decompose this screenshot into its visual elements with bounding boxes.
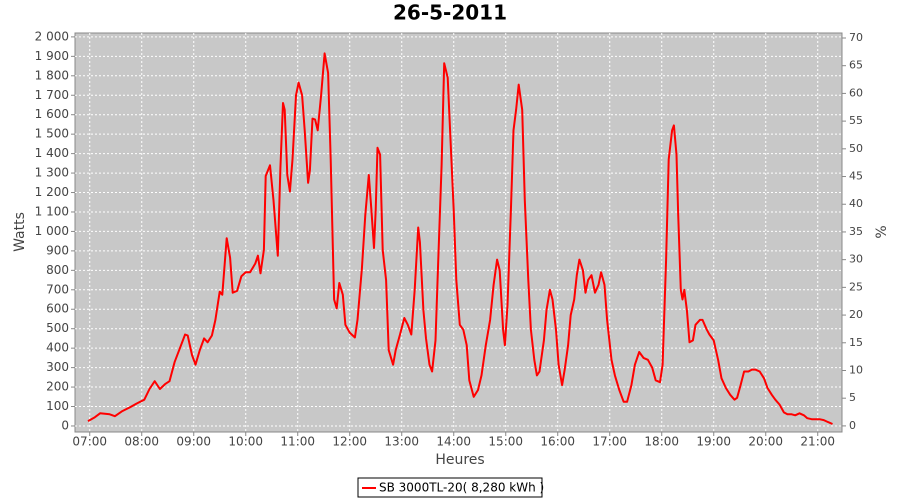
- y2-tick-label: 15: [849, 336, 863, 349]
- y-tick-label: 100: [46, 399, 69, 413]
- x-tick-label: 12:00: [332, 435, 367, 449]
- x-tick-label: 08:00: [124, 435, 159, 449]
- y2-tick-label: 30: [849, 253, 863, 266]
- y-tick-label: 1 900: [35, 49, 69, 63]
- y-tick-label: 500: [46, 321, 69, 335]
- x-axis-label: Heures: [435, 452, 484, 468]
- y-tick-label: 2 000: [35, 29, 69, 43]
- y2-tick-label: 70: [849, 31, 863, 44]
- chart-title: 26-5-2011: [393, 1, 507, 25]
- y-tick-label: 1 800: [35, 68, 69, 82]
- y-tick-label: 1 400: [35, 146, 69, 160]
- y2-axis-label: %: [874, 225, 890, 238]
- x-tick-label: 21:00: [800, 435, 835, 449]
- x-tick-label: 19:00: [696, 435, 731, 449]
- y2-tick-label: 65: [849, 59, 863, 72]
- y-tick-label: 600: [46, 302, 69, 316]
- y2-tick-label: 55: [849, 114, 863, 127]
- y-tick-label: 900: [46, 243, 69, 257]
- y-tick-label: 0: [61, 418, 69, 432]
- y-tick-label: 300: [46, 360, 69, 374]
- legend-label: SB 3000TL-20( 8,280 kWh ): [379, 481, 544, 495]
- line-series: [87, 52, 833, 425]
- x-tick-label: 18:00: [644, 435, 679, 449]
- x-tick-label: 17:00: [592, 435, 627, 449]
- y-tick-label: 800: [46, 263, 69, 277]
- plot-area: [74, 32, 843, 433]
- y2-tick-label: 35: [849, 225, 863, 238]
- y2-tick-label: 5: [849, 391, 856, 404]
- y-tick-label: 200: [46, 380, 69, 394]
- y2-tick-label: 20: [849, 308, 863, 321]
- y-tick-label: 1 500: [35, 127, 69, 141]
- y-tick-label: 400: [46, 341, 69, 355]
- x-tick-label: 09:00: [176, 435, 211, 449]
- y2-tick-label: 40: [849, 197, 863, 210]
- legend-box: [357, 477, 543, 498]
- y-tick-label: 1 600: [35, 107, 69, 121]
- y-tick-label: 700: [46, 282, 69, 296]
- y2-tick-label: 60: [849, 86, 863, 99]
- x-tick-label: 11:00: [280, 435, 315, 449]
- x-tick-label: 14:00: [436, 435, 471, 449]
- x-tick-label: 10:00: [228, 435, 263, 449]
- x-tick-label: 13:00: [384, 435, 419, 449]
- x-tick-label: 20:00: [748, 435, 783, 449]
- y2-tick-label: 0: [849, 419, 856, 432]
- y2-tick-label: 25: [849, 280, 863, 293]
- x-tick-label: 07:00: [72, 435, 107, 449]
- x-tick-label: 16:00: [540, 435, 575, 449]
- y2-tick-label: 45: [849, 170, 863, 183]
- x-tick-label: 15:00: [488, 435, 523, 449]
- y-tick-label: 1 700: [35, 88, 69, 102]
- y-tick-label: 1 300: [35, 166, 69, 180]
- y-axis-label: Watts: [12, 212, 28, 252]
- y2-tick-label: 10: [849, 363, 863, 376]
- y2-tick-label: 50: [849, 142, 863, 155]
- y-tick-label: 1 100: [35, 204, 69, 218]
- y-tick-label: 1 200: [35, 185, 69, 199]
- y-tick-label: 1 000: [35, 224, 69, 238]
